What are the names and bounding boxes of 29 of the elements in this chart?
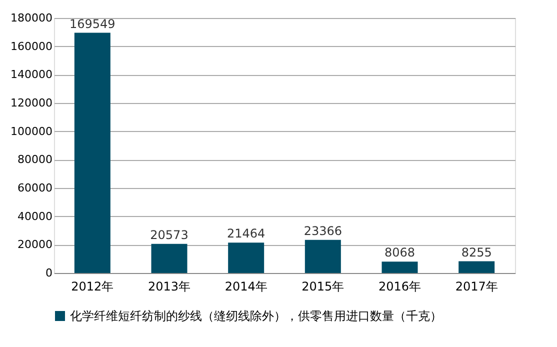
bar xyxy=(151,244,188,273)
y-tick-label: 80000 xyxy=(18,153,52,166)
data-label: 8068 xyxy=(384,246,416,260)
x-tick-label: 2013年 xyxy=(148,280,191,294)
data-label: 20573 xyxy=(150,228,188,242)
x-tick-label: 2014年 xyxy=(224,280,268,294)
y-tick-label: 140000 xyxy=(10,68,52,82)
y-tick-label: 160000 xyxy=(10,40,52,53)
y-tick-label: 20000 xyxy=(18,238,52,252)
bar xyxy=(382,262,418,273)
bar xyxy=(458,261,495,273)
legend-label: 化学纤维短纤纺制的纱线（缝纫线除外），供零售用进口数量（千克） xyxy=(70,309,442,323)
x-tick-label: 2017年 xyxy=(455,280,498,294)
bar xyxy=(228,242,264,273)
y-tick-label: 120000 xyxy=(10,96,52,110)
y-tick-label: 0 xyxy=(46,266,52,280)
x-tick-label: 2012年 xyxy=(71,280,114,294)
data-label: 21464 xyxy=(226,226,266,241)
data-label: 169549 xyxy=(70,16,116,31)
data-label: 23366 xyxy=(304,224,342,238)
y-tick-label: 100000 xyxy=(10,124,52,138)
bar xyxy=(74,32,110,273)
y-tick-label: 60000 xyxy=(18,182,52,194)
data-label: 8255 xyxy=(461,245,492,260)
x-tick-label: 2016年 xyxy=(378,280,422,294)
x-tick-label: 2015年 xyxy=(302,280,344,294)
y-tick-label: 180000 xyxy=(10,12,52,24)
y-tick-label: 40000 xyxy=(18,210,52,223)
bar xyxy=(304,240,341,273)
